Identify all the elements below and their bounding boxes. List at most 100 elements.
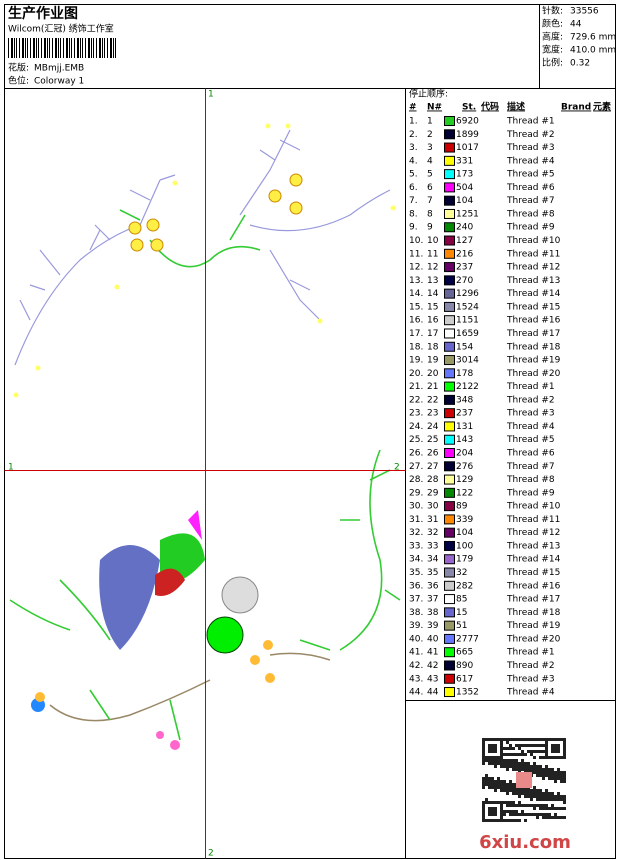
color-swatch: [444, 461, 455, 472]
qr-cell: [500, 786, 503, 789]
qr-cell: [512, 819, 515, 822]
qr-cell: [488, 819, 491, 822]
qr-cell: [533, 792, 536, 795]
qr-cell: [533, 744, 536, 747]
qr-cell: [527, 765, 530, 768]
barcode-bar: [85, 38, 86, 58]
qr-cell: [536, 744, 539, 747]
qr-cell: [551, 798, 554, 801]
qr-cell: [518, 768, 521, 771]
qr-cell: [542, 816, 545, 819]
axis-mark: 2: [394, 463, 400, 473]
qr-cell: [533, 786, 536, 789]
qr-cell: [482, 750, 485, 753]
qr-cell: [536, 768, 539, 771]
qr-cell: [509, 810, 512, 813]
row-stitches: 504: [456, 183, 473, 193]
qr-cell: [500, 783, 503, 786]
qr-cell: [482, 741, 485, 744]
qr-cell: [497, 801, 500, 804]
row-stitches: 665: [456, 648, 473, 658]
qr-cell: [530, 753, 533, 756]
qr-cell: [545, 756, 548, 759]
qr-cell: [506, 819, 509, 822]
qr-cell: [509, 819, 512, 822]
axis-mark: 1: [208, 90, 214, 100]
qr-cell: [512, 786, 515, 789]
qr-cell: [518, 747, 521, 750]
qr-cell: [542, 744, 545, 747]
qr-cell: [515, 768, 518, 771]
row-index: 14.: [409, 289, 423, 299]
row-index: 1.: [409, 117, 418, 127]
row-number: 2: [427, 130, 433, 140]
qr-cell: [527, 813, 530, 816]
qr-cell: [485, 756, 488, 759]
row-stitches: 1296: [456, 289, 479, 299]
row-index: 12.: [409, 263, 423, 273]
qr-cell: [494, 819, 497, 822]
qr-cell: [530, 798, 533, 801]
qr-cell: [563, 747, 566, 750]
color-swatch: [444, 607, 455, 618]
row-description: Thread #1: [506, 648, 555, 658]
qr-cell: [512, 801, 515, 804]
barcode-bar: [11, 38, 13, 58]
qr-cell: [512, 747, 515, 750]
qr-cell: [500, 819, 503, 822]
info-label: 比例:: [542, 57, 563, 69]
barcode-bar: [66, 38, 68, 58]
qr-cell: [545, 738, 548, 741]
barcode-bar: [33, 38, 35, 58]
color-swatch: [444, 129, 455, 140]
qr-cell: [545, 741, 548, 744]
qr-cell: [512, 753, 515, 756]
qr-cell: [533, 771, 536, 774]
row-index: 21.: [409, 382, 423, 392]
qr-cell: [503, 759, 506, 762]
qr-cell: [554, 774, 557, 777]
row-description: Thread #8: [506, 209, 555, 219]
qr-cell: [539, 750, 542, 753]
row-number: 24: [427, 422, 439, 432]
qr-cell: [482, 762, 485, 765]
row-description: Thread #10: [506, 502, 561, 512]
info-value: 44: [570, 20, 582, 30]
qr-cell: [533, 756, 536, 759]
row-description: Thread #4: [506, 688, 555, 698]
color-swatch: [444, 580, 455, 591]
qr-cell: [563, 798, 566, 801]
qr-cell: [509, 789, 512, 792]
row-number: 39: [427, 621, 439, 631]
row-description: Thread #7: [506, 462, 555, 472]
row-description: Thread #19: [506, 621, 561, 631]
qr-cell: [551, 744, 554, 747]
column-header: 代码: [480, 101, 499, 113]
row-index: 24.: [409, 422, 423, 432]
info-value: 410.0 mm: [570, 46, 616, 56]
row-number: 15: [427, 302, 438, 312]
artwork: [9, 123, 401, 750]
info-label: 高度:: [542, 31, 563, 43]
title: 生产作业图: [8, 5, 78, 22]
row-index: 28.: [409, 475, 423, 485]
qr-cell: [539, 744, 542, 747]
row-number: 44: [427, 688, 439, 698]
column-header: #: [409, 103, 417, 113]
row-number: 30: [427, 502, 439, 512]
qr-cell: [503, 747, 506, 750]
qr-cell: [509, 759, 512, 762]
qr-cell: [482, 801, 485, 804]
qr-cell: [554, 738, 557, 741]
row-stitches: 237: [456, 263, 473, 273]
row-number: 25: [427, 435, 438, 445]
qr-cell: [494, 765, 497, 768]
qr-cell: [557, 777, 560, 780]
barcode-bar: [49, 38, 50, 58]
table-caption: 停止顺序:: [409, 88, 448, 100]
thread-table: # N# St. 代码 描述 Brand 元素1. 1 6920 Thread #12. 2 1899…: [409, 101, 611, 698]
row-stitches: 1659: [456, 329, 479, 339]
color-swatch: [444, 195, 455, 206]
qr-cell: [545, 747, 548, 750]
qr-cell: [482, 819, 485, 822]
